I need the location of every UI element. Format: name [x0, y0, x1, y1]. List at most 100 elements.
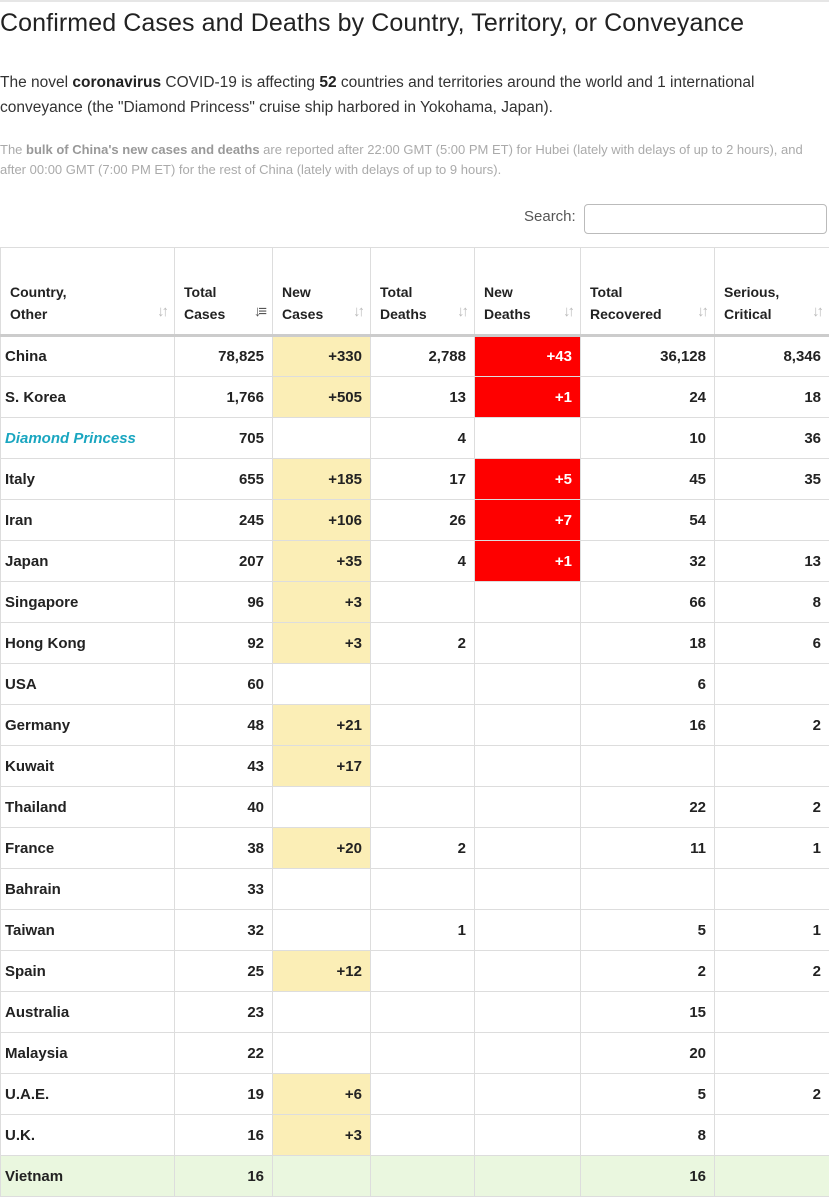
search-input[interactable] — [584, 204, 827, 234]
cell-total-deaths: 13 — [370, 376, 475, 418]
cell-new-deaths: +1 — [474, 376, 581, 418]
intro-text: COVID-19 is affecting — [161, 74, 320, 91]
column-header-serious-critical[interactable]: Serious, Critical ↓↑ — [714, 247, 829, 337]
note-text: The — [0, 142, 27, 157]
cell-total-cases: 78,825 — [174, 335, 273, 377]
header-line-1: Total — [184, 284, 217, 300]
cell-total-recovered: 32 — [580, 540, 715, 582]
cell-new-cases: +12 — [272, 950, 371, 992]
cell-total-deaths: 2,788 — [370, 335, 475, 377]
sort-toggle-icon[interactable]: ↓↑ — [457, 303, 469, 320]
table-row: Singapore 96 +3 66 8 — [0, 581, 829, 623]
cell-total-cases: 43 — [174, 745, 273, 787]
cell-serious-critical: 35 — [714, 458, 829, 500]
column-header-label: Country, Other — [10, 281, 67, 325]
table-row: Malaysia 22 20 — [0, 1032, 829, 1074]
search-label: Search: — [524, 208, 576, 225]
cell-total-deaths — [370, 581, 475, 623]
conveyance-link[interactable]: Diamond Princess — [5, 429, 136, 447]
cell-total-recovered: 54 — [580, 499, 715, 541]
column-header-total-deaths[interactable]: Total Deaths ↓↑ — [370, 247, 475, 337]
cell-country: Spain — [0, 950, 175, 992]
cell-new-cases — [272, 417, 371, 459]
column-header-new-deaths[interactable]: New Deaths ↓↑ — [474, 247, 581, 337]
cell-new-deaths — [474, 1032, 581, 1074]
cell-new-cases: +330 — [272, 335, 371, 377]
sort-toggle-icon[interactable]: ↓↑ — [697, 303, 709, 320]
cell-new-deaths — [474, 909, 581, 951]
cell-new-deaths — [474, 786, 581, 828]
column-header-total-recovered[interactable]: Total Recovered ↓↑ — [580, 247, 715, 337]
column-header-new-cases[interactable]: New Cases ↓↑ — [272, 247, 371, 337]
sort-toggle-icon[interactable]: ↓↑ — [157, 303, 169, 320]
header-line-1: Total — [380, 284, 413, 300]
cell-country: Hong Kong — [0, 622, 175, 664]
cell-country: Malaysia — [0, 1032, 175, 1074]
cell-country: S. Korea — [0, 376, 175, 418]
column-header-total-cases[interactable]: Total Cases ↓≡ — [174, 247, 273, 337]
sort-toggle-icon[interactable]: ↓↑ — [353, 303, 365, 320]
cell-country: Iran — [0, 499, 175, 541]
cell-total-recovered — [580, 868, 715, 910]
cell-new-deaths — [474, 663, 581, 705]
intro-paragraph: The novel coronavirus COVID-19 is affect… — [0, 70, 800, 120]
cell-serious-critical: 2 — [714, 1073, 829, 1115]
cell-new-deaths — [474, 950, 581, 992]
intro-bold-virus: coronavirus — [72, 74, 162, 91]
column-header-country[interactable]: Country, Other ↓↑ — [0, 247, 175, 337]
cell-total-deaths — [370, 1114, 475, 1156]
cell-total-cases: 33 — [174, 868, 273, 910]
cell-new-cases — [272, 1155, 371, 1197]
table-row: Bahrain 33 — [0, 868, 829, 910]
cell-country: Japan — [0, 540, 175, 582]
cell-new-cases — [272, 1032, 371, 1074]
cell-total-cases: 96 — [174, 581, 273, 623]
intro-text: The novel — [0, 74, 73, 91]
cell-new-deaths — [474, 827, 581, 869]
cell-total-cases: 655 — [174, 458, 273, 500]
header-line-2: Cases — [282, 306, 324, 322]
cell-total-cases: 92 — [174, 622, 273, 664]
cell-serious-critical: 2 — [714, 704, 829, 746]
intro-text: countries and territories around the wor… — [0, 74, 755, 116]
sort-toggle-icon[interactable]: ↓↑ — [563, 303, 575, 320]
cell-serious-critical: 2 — [714, 950, 829, 992]
cell-total-recovered: 5 — [580, 1073, 715, 1115]
column-header-label: Total Deaths — [380, 281, 427, 325]
cell-new-deaths — [474, 991, 581, 1033]
cell-total-deaths — [370, 950, 475, 992]
cell-country: China — [0, 335, 175, 377]
cell-total-recovered: 8 — [580, 1114, 715, 1156]
note-text: are reported after 22:00 GMT (5:00 PM ET… — [0, 142, 803, 177]
cell-total-cases: 32 — [174, 909, 273, 951]
cell-country: Australia — [0, 991, 175, 1033]
cell-total-deaths — [370, 745, 475, 787]
sort-toggle-icon[interactable]: ↓↑ — [812, 303, 824, 320]
cell-serious-critical — [714, 868, 829, 910]
cell-total-cases: 16 — [174, 1114, 273, 1156]
reporting-note: The bulk of China's new cases and deaths… — [0, 140, 815, 180]
table-row: Italy 655 +185 17 +5 45 35 — [0, 458, 829, 500]
cell-country: USA — [0, 663, 175, 705]
cell-total-recovered: 10 — [580, 417, 715, 459]
cell-total-cases: 1,766 — [174, 376, 273, 418]
cell-new-deaths: +1 — [474, 540, 581, 582]
column-header-label: Total Cases — [184, 281, 225, 325]
table-row: U.K. 16 +3 8 — [0, 1114, 829, 1156]
cases-table: Country, Other ↓↑ Total Cases ↓≡ New Cases ↓↑ Tot… — [0, 247, 829, 1197]
cell-new-cases — [272, 991, 371, 1033]
cell-total-deaths — [370, 1032, 475, 1074]
cell-new-deaths — [474, 417, 581, 459]
cell-serious-critical — [714, 991, 829, 1033]
cell-new-deaths: +7 — [474, 499, 581, 541]
sort-descending-icon[interactable]: ↓≡ — [253, 303, 267, 320]
cell-serious-critical — [714, 663, 829, 705]
cell-total-recovered: 66 — [580, 581, 715, 623]
cell-total-deaths: 26 — [370, 499, 475, 541]
cell-new-cases: +6 — [272, 1073, 371, 1115]
cell-new-deaths — [474, 1114, 581, 1156]
table-row: Diamond Princess 705 4 10 36 — [0, 417, 829, 459]
cell-total-deaths: 2 — [370, 622, 475, 664]
top-divider — [0, 0, 829, 2]
cell-total-cases: 19 — [174, 1073, 273, 1115]
